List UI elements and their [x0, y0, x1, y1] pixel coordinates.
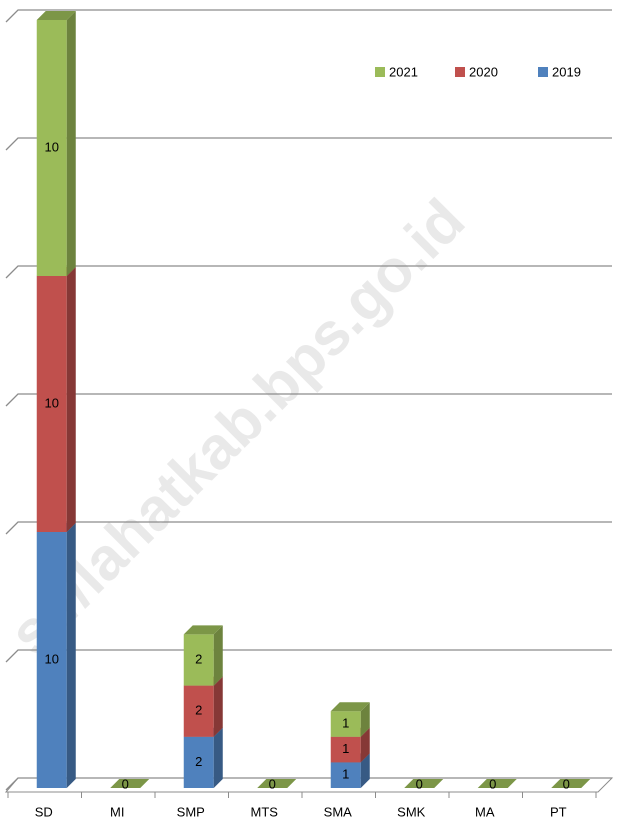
bar-segment: [404, 779, 444, 788]
bar-side: [360, 727, 370, 763]
bar-front: [183, 736, 214, 788]
legend-swatch: [538, 67, 548, 77]
grid-line: [5, 137, 612, 151]
bar-segment: [330, 702, 370, 737]
bar-front: [36, 276, 67, 532]
bar-top: [257, 779, 297, 788]
bar-front: [330, 762, 361, 788]
bar-top: [551, 779, 591, 788]
bar-top: [477, 779, 517, 788]
grid-line: [5, 777, 612, 791]
x-tick-label: SMP: [177, 804, 205, 819]
bar-side: [66, 11, 76, 276]
x-tick-label: SMK: [397, 804, 426, 819]
bar-front: [183, 685, 214, 737]
grid-line: [5, 521, 612, 535]
bar-side: [66, 267, 76, 532]
bar-segment: [36, 11, 76, 276]
data-label: 0: [122, 776, 129, 791]
grid-line: [5, 649, 612, 663]
bar-front: [36, 532, 67, 788]
data-label: 0: [563, 776, 570, 791]
bar-segment: [183, 676, 223, 737]
data-label: 1: [342, 715, 349, 730]
bar-top: [404, 779, 444, 788]
floor: [4, 777, 614, 793]
bar-side: [360, 753, 370, 788]
x-tick-label: PT: [550, 804, 567, 819]
data-label: 10: [45, 651, 59, 666]
bar-side: [213, 727, 223, 788]
legend-label: 2019: [552, 64, 581, 79]
bar-segment: [257, 779, 297, 788]
bar-side: [213, 676, 223, 737]
bar-side: [213, 625, 223, 686]
grid-line: [5, 265, 612, 279]
bar-segment: [551, 779, 591, 788]
data-label: 0: [416, 776, 423, 791]
bar-top: [183, 625, 223, 635]
data-label: 1: [342, 767, 349, 782]
legend-label: 2020: [469, 64, 498, 79]
bar-front: [183, 634, 214, 686]
x-tick-label: SD: [35, 804, 53, 819]
data-label: 2: [195, 754, 202, 769]
bar-segment: [183, 727, 223, 788]
grid-line: [5, 9, 612, 23]
x-tick-label: MI: [110, 804, 124, 819]
bar-top: [110, 779, 150, 788]
bar-segment: [110, 779, 150, 788]
data-label: 0: [489, 776, 496, 791]
bar-top: [36, 11, 76, 20]
bar-segment: [477, 779, 517, 788]
grid: [5, 9, 612, 791]
bar-top: [330, 702, 370, 712]
legend-swatch: [455, 67, 465, 77]
x-tick-label: SMA: [324, 804, 353, 819]
data-label: 0: [269, 776, 276, 791]
x-tick-label: MTS: [251, 804, 279, 819]
data-label: 2: [195, 703, 202, 718]
legend-label: 2021: [389, 64, 418, 79]
bar-front: [36, 20, 67, 276]
data-label: 2: [195, 651, 202, 666]
legend-swatch: [375, 67, 385, 77]
bar-segment: [183, 625, 223, 686]
bar-side: [66, 523, 76, 788]
data-label: 10: [45, 139, 59, 154]
x-tick-label: MA: [475, 804, 495, 819]
data-label: 10: [45, 395, 59, 410]
bar-side: [360, 702, 370, 737]
bar-front: [330, 736, 361, 763]
data-label: 1: [342, 741, 349, 756]
grid-line: [5, 393, 612, 407]
bar-front: [330, 711, 361, 737]
